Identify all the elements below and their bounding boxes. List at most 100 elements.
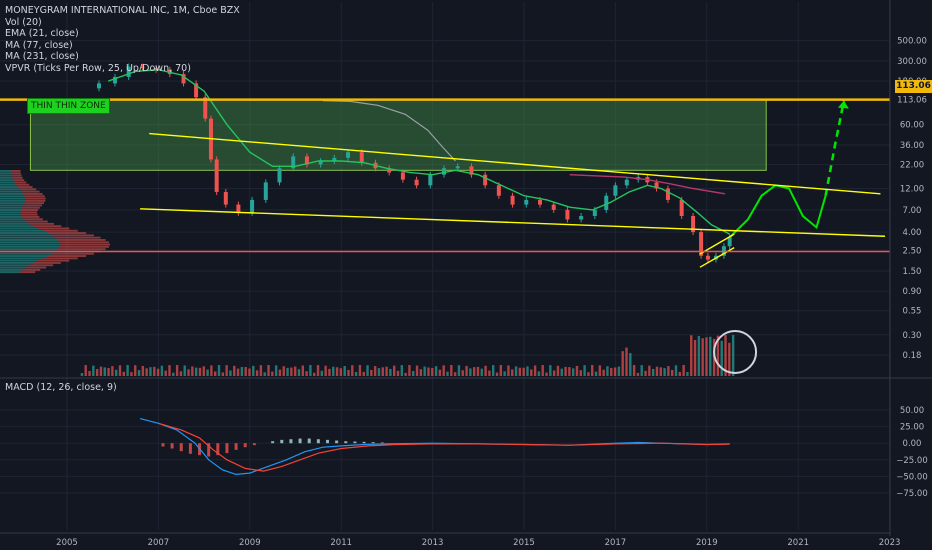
volume-bar-79 [381, 367, 384, 376]
macd-hist-24 [380, 442, 384, 444]
x-tick-3: 2011 [330, 538, 352, 548]
candle-body-50 [705, 255, 710, 260]
volume-bar-47 [259, 365, 263, 376]
volume-bar-58 [301, 365, 304, 376]
x-tick-0: 2005 [56, 538, 78, 548]
ma231-line [322, 100, 456, 162]
volume-bar-145 [632, 365, 636, 376]
volume-bar-62 [316, 365, 320, 376]
vpvr-up-13 [0, 199, 25, 202]
volume-bar-41 [236, 368, 240, 376]
volume-bar-130 [575, 365, 579, 376]
volume-bar-152 [659, 367, 662, 376]
candle-body-31 [483, 174, 488, 186]
vpvr-down-3 [12, 176, 23, 179]
volume-bar-141 [617, 366, 621, 376]
vpvr-down-31 [59, 241, 109, 244]
volume-bar-22 [164, 370, 167, 376]
volume-bar-4 [95, 369, 99, 376]
macd-hist-15 [298, 438, 302, 444]
vpvr-up-15 [0, 204, 24, 207]
volume-bar-16 [141, 365, 145, 376]
vpvr-up-2 [0, 174, 12, 177]
legend-ma231: MA (231, close) [5, 51, 79, 62]
x-tick-7: 2019 [696, 538, 718, 548]
volume-bar-155 [671, 369, 674, 376]
vpvr-up-29 [0, 236, 56, 239]
volume-bar-89 [419, 369, 423, 376]
vpvr-down-11 [24, 195, 45, 198]
volume-bar-20 [156, 368, 160, 376]
macd-hist-7 [225, 443, 229, 454]
volume-bar-168 [720, 340, 723, 376]
candle-body-1 [96, 83, 101, 89]
candle-body-28 [442, 168, 447, 175]
volume-bar-24 [172, 372, 175, 376]
volume-bar-5 [99, 366, 103, 376]
candle-body-20 [332, 157, 337, 162]
volume-bar-128 [568, 367, 571, 376]
volume-bar-123 [549, 365, 552, 376]
vpvr-up-4 [0, 179, 14, 182]
volume-bar-36 [217, 365, 221, 376]
volume-bar-72 [354, 372, 358, 376]
volume-bar-136 [598, 365, 602, 376]
vpvr-down-37 [47, 255, 87, 257]
volume-bar-100 [461, 370, 464, 376]
y-tick-15: 0.18 [903, 351, 922, 361]
volume-bar-93 [434, 366, 438, 376]
candle-body-16 [277, 168, 282, 183]
vpvr-up-38 [0, 257, 43, 260]
candle-body-14 [250, 199, 255, 213]
zone-label: THIN THIN ZONE [27, 98, 110, 114]
thin-zone-rect [29, 99, 767, 171]
candle-body-49 [699, 232, 704, 256]
volume-bar-15 [137, 370, 141, 376]
volume-bar-159 [686, 372, 689, 376]
vpvr-up-8 [0, 188, 20, 191]
vpvr-up-30 [0, 239, 59, 241]
volume-bar-158 [682, 365, 685, 376]
volume-bar-102 [469, 368, 472, 376]
vpvr-down-25 [38, 227, 70, 230]
volume-bar-143 [625, 347, 628, 376]
ema-line [107, 68, 731, 235]
vpvr-up-9 [0, 190, 22, 193]
vpvr-down-44 [19, 271, 36, 274]
volume-bar-114 [514, 366, 518, 376]
volume-bar-96 [446, 371, 449, 376]
trendlines [140, 132, 886, 268]
vpvr-up-19 [0, 213, 21, 216]
candle-body-42 [624, 179, 629, 186]
volume-bar-150 [651, 368, 655, 376]
volume-bar-37 [221, 372, 225, 376]
volume-bar-92 [431, 367, 434, 376]
vpvr-up-11 [0, 195, 25, 198]
vpvr-down-20 [21, 216, 40, 218]
volume-bar-13 [130, 372, 133, 376]
volume-bar-83 [396, 370, 400, 376]
y-tick-8: 7.00 [903, 206, 922, 216]
vpvr-up-10 [0, 193, 24, 195]
y-tick-1: 300.00 [897, 57, 927, 67]
macd-hist-2 [179, 443, 183, 452]
volume-bar-38 [225, 365, 228, 376]
volume-bar-101 [465, 365, 468, 376]
volume-bar-144 [629, 353, 632, 376]
volume-bar-119 [533, 365, 537, 376]
volume-bar-94 [438, 369, 442, 376]
volume-bar-140 [613, 367, 617, 376]
candle-body-8 [194, 83, 199, 98]
volume-bar-126 [560, 368, 563, 376]
volume-bar-111 [503, 371, 506, 376]
volume-bar-43 [244, 367, 247, 376]
volume-bar-34 [210, 365, 213, 376]
candle-body-2 [112, 76, 117, 84]
volume-bar-164 [705, 337, 708, 376]
candle-body-22 [359, 152, 364, 163]
volume-bar-80 [385, 366, 388, 376]
projection-arrowhead [837, 100, 849, 109]
volume-bar-27 [183, 365, 186, 376]
volume-bar-153 [663, 368, 666, 376]
macd-hist-12 [271, 441, 275, 444]
